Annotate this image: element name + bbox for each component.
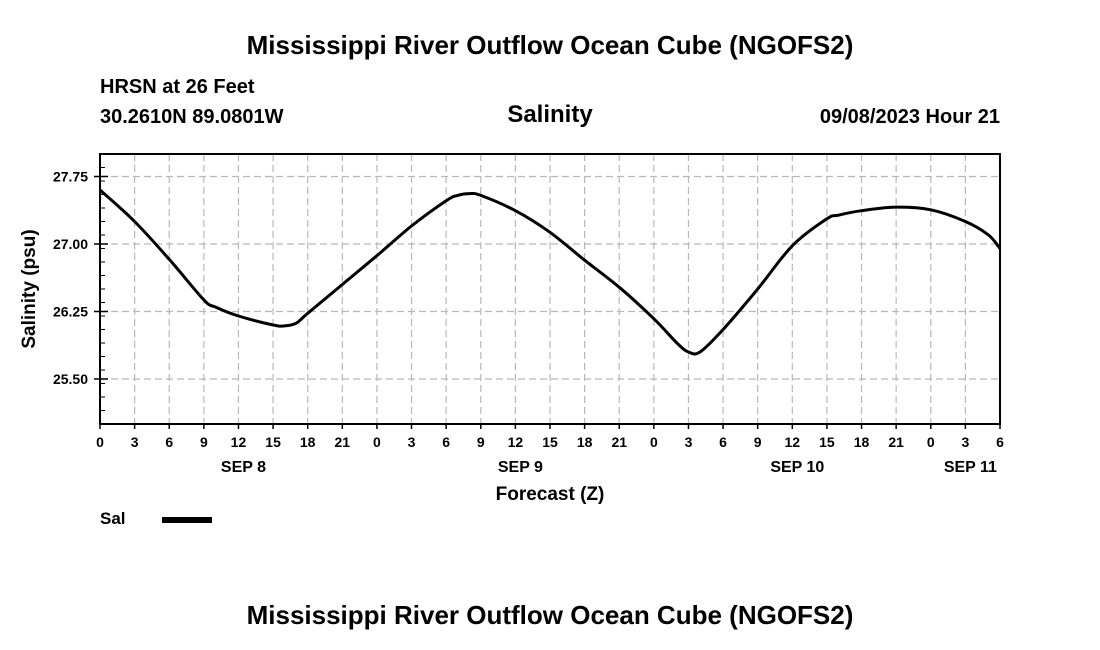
x-tick-label: 9 <box>754 434 762 450</box>
x-tick-label: 6 <box>442 434 450 450</box>
x-tick-label: 6 <box>165 434 173 450</box>
x-tick-label: 3 <box>408 434 416 450</box>
x-tick-label: 3 <box>685 434 693 450</box>
x-tick-label: 15 <box>819 434 835 450</box>
salinity-series-line <box>98 188 1002 356</box>
x-tick-label: 6 <box>719 434 727 450</box>
y-tick-label: 27.75 <box>53 169 88 185</box>
x-tick-label: 12 <box>785 434 801 450</box>
x-tick-label: 0 <box>650 434 658 450</box>
legend-swatch <box>162 517 212 523</box>
x-tick-label: 0 <box>373 434 381 450</box>
y-tick-label: 27.00 <box>53 236 88 252</box>
x-tick-label: 15 <box>542 434 558 450</box>
x-tick-label: 21 <box>888 434 904 450</box>
x-tick-label: 6 <box>996 434 1004 450</box>
x-tick-label: 9 <box>200 434 208 450</box>
x-tick-label: 0 <box>927 434 935 450</box>
legend-label: Sal <box>100 509 126 528</box>
x-tick-label: 12 <box>508 434 524 450</box>
day-label: SEP 10 <box>770 459 824 476</box>
x-tick-label: 21 <box>611 434 627 450</box>
x-tick-label: 21 <box>335 434 351 450</box>
day-label: SEP 8 <box>221 459 266 476</box>
x-axis-label: Forecast (Z) <box>496 484 605 505</box>
x-tick-label: 9 <box>477 434 485 450</box>
x-tick-label: 12 <box>231 434 247 450</box>
x-tick-label: 0 <box>96 434 104 450</box>
day-label: SEP 9 <box>498 459 543 476</box>
y-tick-label: 25.50 <box>53 371 88 387</box>
y-axis-label: Salinity (psu) <box>19 229 40 348</box>
day-label: SEP 11 <box>944 459 997 476</box>
footer-title: Mississippi River Outflow Ocean Cube (NG… <box>246 600 854 630</box>
coordinates-label: 30.2610N 89.0801W <box>100 106 284 128</box>
x-tick-label: 18 <box>854 434 870 450</box>
station-label: HRSN at 26 Feet <box>100 76 255 98</box>
x-tick-label: 18 <box>300 434 316 450</box>
y-tick-label: 26.25 <box>53 304 88 320</box>
x-tick-label: 15 <box>265 434 281 450</box>
main-title: Mississippi River Outflow Ocean Cube (NG… <box>246 30 854 60</box>
x-tick-label: 3 <box>131 434 139 450</box>
chart-title: Salinity <box>507 101 593 128</box>
forecast-datetime: 09/08/2023 Hour 21 <box>819 106 1000 128</box>
x-tick-label: 3 <box>961 434 969 450</box>
x-tick-label: 18 <box>577 434 593 450</box>
plot-frame <box>99 153 1001 425</box>
